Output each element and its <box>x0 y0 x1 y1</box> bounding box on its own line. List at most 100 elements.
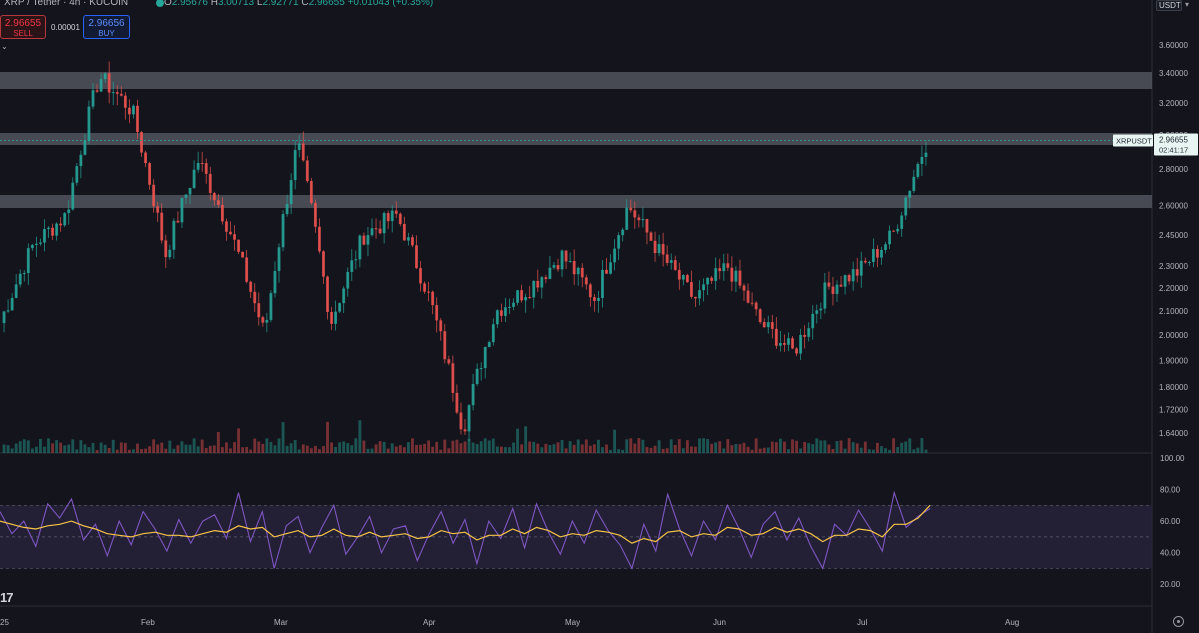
candle-body <box>783 343 786 345</box>
volume-bar <box>718 441 722 453</box>
volume-bar <box>148 446 152 453</box>
volume-bar <box>629 438 633 453</box>
volume-bar <box>730 445 734 453</box>
candle-body <box>463 429 467 432</box>
volume-bar <box>702 438 705 453</box>
volume-bar <box>127 449 131 453</box>
volume-bar <box>196 446 200 453</box>
volume-bar <box>653 445 657 453</box>
price-tick-label: 2.30000 <box>1159 262 1188 271</box>
candle-body <box>241 251 245 258</box>
candle-body <box>548 267 552 280</box>
symbol-title[interactable]: XRP / Tether · 4h · KUCOIN <box>4 0 129 8</box>
candle-body <box>305 160 309 182</box>
last-price-tag <box>1154 133 1198 156</box>
rsi-tick-label: 20.00 <box>1160 580 1181 589</box>
volume-bar <box>451 440 455 453</box>
candle-body <box>196 162 200 170</box>
candle-body <box>471 383 475 406</box>
candle-body <box>892 230 896 232</box>
volume-bar <box>233 442 236 453</box>
candle-body <box>386 213 390 222</box>
gear-icon[interactable] <box>1173 616 1184 627</box>
candle-body <box>855 269 859 276</box>
candle-body <box>580 267 584 278</box>
candle-body <box>584 277 588 285</box>
volume-bar <box>334 447 338 453</box>
volume-bar <box>366 448 370 453</box>
currency-selector[interactable]: USDT <box>1156 0 1182 11</box>
volume-bar <box>354 438 358 453</box>
candle-body <box>896 228 900 232</box>
candle-body <box>657 244 661 254</box>
volume-bar <box>871 449 875 453</box>
volume-bar <box>241 447 245 453</box>
volume-bar <box>641 439 645 453</box>
price-tick-label: 3.60000 <box>1159 41 1188 50</box>
volume-bar <box>216 431 220 453</box>
tradingview-logo-icon[interactable]: 17 <box>0 590 14 605</box>
candle-body <box>79 154 83 167</box>
candle-body <box>338 303 342 312</box>
price-tick-label: 3.20000 <box>1159 99 1188 108</box>
candle-body <box>115 92 119 94</box>
buy-button[interactable]: 2.96656 BUY <box>83 15 130 39</box>
volume-bar <box>156 444 160 453</box>
candle-body <box>754 302 758 310</box>
candle-body <box>508 306 511 308</box>
price-tick-label: 2.45000 <box>1159 231 1188 240</box>
candle-body <box>204 163 208 174</box>
candle-body <box>483 347 487 369</box>
candle-body <box>673 260 677 270</box>
sell-button[interactable]: 2.96655 SELL <box>0 15 46 39</box>
candle-body <box>47 227 50 230</box>
candle-body <box>564 250 568 262</box>
volume-bar <box>136 443 139 453</box>
candle-body <box>402 223 406 241</box>
volume-bar <box>10 448 14 453</box>
candle-body <box>87 106 91 141</box>
volume-bar <box>766 447 770 453</box>
candle-body <box>313 202 317 227</box>
candle-body <box>273 271 277 294</box>
candle-body <box>904 197 908 216</box>
candle-body <box>119 93 123 96</box>
candle-body <box>289 180 293 205</box>
candle-body <box>63 213 67 226</box>
volume-bar <box>293 439 297 453</box>
candle-body <box>835 284 839 294</box>
candle-body <box>398 213 402 224</box>
candle-body <box>556 265 560 270</box>
candle-body <box>237 239 240 252</box>
candle-body <box>322 251 325 277</box>
candle-body <box>908 190 912 198</box>
volume-bar <box>677 439 681 453</box>
sr-zone[interactable] <box>0 195 1152 208</box>
volume-bar <box>645 447 649 453</box>
volume-bar <box>661 448 665 453</box>
candle-body <box>888 230 891 245</box>
volume-bar <box>669 439 673 453</box>
volume-bar <box>491 438 495 453</box>
candle-body <box>544 277 548 280</box>
candle-body <box>495 310 499 325</box>
volume-bar <box>313 445 317 453</box>
sr-zone[interactable] <box>0 133 1152 145</box>
chevron-down-icon[interactable]: ⌄ <box>1 42 8 51</box>
sr-zone[interactable] <box>0 72 1152 89</box>
chevron-down-icon[interactable]: ▾ <box>1185 0 1190 9</box>
volume-bar <box>681 448 685 453</box>
volume-bar <box>552 444 556 453</box>
volume-bar <box>188 444 192 453</box>
volume-bar <box>904 441 908 453</box>
volume-bar <box>249 449 253 453</box>
volume-bar <box>144 448 147 453</box>
volume-bar <box>524 426 528 453</box>
volume-bar <box>487 440 491 453</box>
volume-bar <box>225 442 228 453</box>
volume-bar <box>544 443 548 453</box>
candle-body <box>281 214 285 248</box>
volume-bar <box>863 441 867 453</box>
volume-bar <box>795 440 798 453</box>
